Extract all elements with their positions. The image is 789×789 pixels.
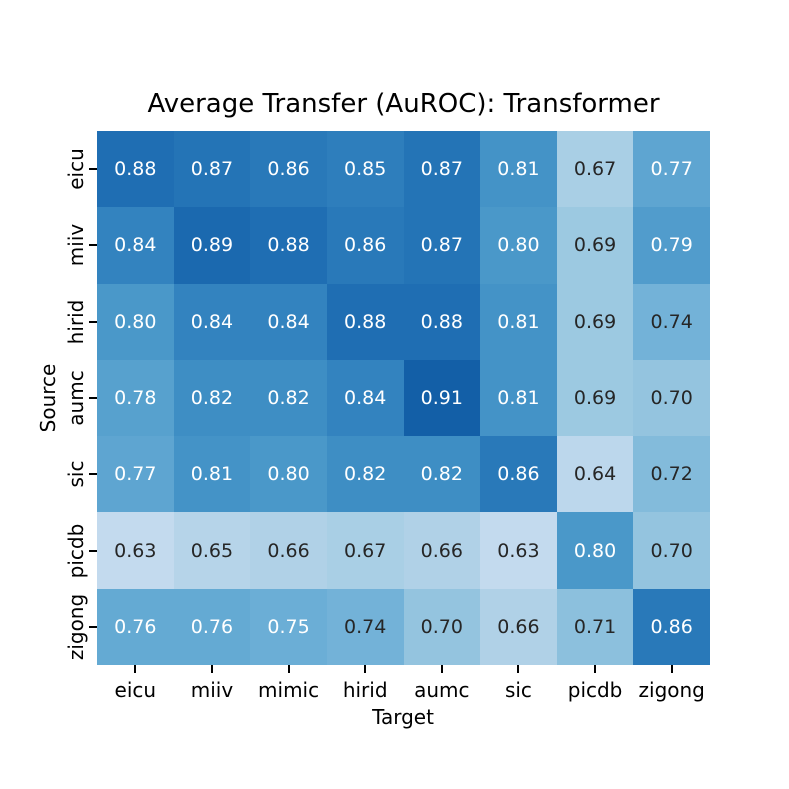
x-axis-label: Target [372,705,434,729]
y-tick-label-hirid: hirid [64,299,88,345]
heatmap-cell-picdb-mimic: 0.66 [250,512,327,589]
heatmap-cell-picdb-picdb: 0.80 [556,512,634,589]
heatmap-cell-aumc-mimic: 0.82 [250,359,327,437]
heatmap-cell-miiv-mimic: 0.88 [250,207,327,284]
heatmap-cell-zigong-aumc: 0.70 [403,588,481,665]
heatmap-cell-eicu-miiv: 0.87 [173,131,251,208]
chart-title: Average Transfer (AuROC): Transformer [147,89,660,119]
y-tick-mark [89,168,97,171]
heatmap-cell-sic-hirid: 0.82 [326,436,404,513]
y-tick-label-miiv: miiv [64,224,88,267]
heatmap-cell-miiv-aumc: 0.87 [403,207,481,284]
heatmap-cell-zigong-sic: 0.66 [480,588,557,665]
x-tick-mark [210,665,213,673]
heatmap-cell-sic-picdb: 0.64 [556,436,634,513]
heatmap-cell-aumc-sic: 0.81 [480,359,557,437]
x-tick-label-mimic: mimic [258,678,320,702]
x-tick-mark [440,665,443,673]
heatmap-cell-miiv-hirid: 0.86 [326,207,404,284]
y-tick-label-eicu: eicu [64,148,88,190]
x-tick-mark [287,665,290,673]
y-tick-mark [89,397,97,399]
x-tick-mark [517,665,520,673]
heatmap-cell-eicu-sic: 0.81 [480,131,557,208]
heatmap-cell-hirid-eicu: 0.80 [97,283,174,360]
y-tick-label-sic: sic [64,460,88,488]
heatmap-cell-miiv-sic: 0.80 [480,207,557,284]
heatmap-cell-zigong-zigong: 0.86 [633,588,710,665]
heatmap-cell-aumc-picdb: 0.69 [556,359,634,437]
y-tick-mark [89,549,97,552]
heatmap-cell-sic-sic: 0.86 [480,436,557,513]
heatmap-cell-eicu-picdb: 0.67 [556,131,634,208]
heatmap-cell-aumc-eicu: 0.78 [97,359,174,437]
heatmap-cell-zigong-hirid: 0.74 [326,588,404,665]
heatmap-cell-hirid-aumc: 0.88 [403,283,481,360]
heatmap-cell-eicu-mimic: 0.86 [250,131,327,208]
heatmap-cell-hirid-zigong: 0.74 [633,283,710,360]
heatmap-cell-zigong-picdb: 0.71 [556,588,634,665]
x-tick-mark [134,665,137,673]
y-tick-label-zigong: zigong [64,593,88,661]
heatmap-cell-hirid-picdb: 0.69 [556,283,634,360]
heatmap-cell-picdb-sic: 0.63 [480,512,557,589]
heatmap-cell-zigong-miiv: 0.76 [173,588,251,665]
heatmap-cell-zigong-eicu: 0.76 [97,588,174,665]
heatmap-cell-eicu-zigong: 0.77 [633,131,710,208]
heatmap-cell-hirid-miiv: 0.84 [173,283,251,360]
x-tick-label-zigong: zigong [638,678,705,702]
heatmap-cell-miiv-zigong: 0.79 [633,207,710,284]
x-tick-label-miiv: miiv [190,678,234,702]
heatmap-cell-miiv-picdb: 0.69 [556,207,634,284]
y-axis-label: Source [36,363,60,433]
heatmap-cell-sic-mimic: 0.80 [250,436,327,513]
heatmap-cell-miiv-eicu: 0.84 [97,207,174,284]
heatmap-cell-sic-aumc: 0.82 [403,436,481,513]
x-tick-label-sic: sic [504,678,532,702]
heatmap-cell-aumc-hirid: 0.84 [326,359,404,437]
x-tick-label-hirid: hirid [342,678,388,702]
y-tick-label-aumc: aumc [64,370,88,426]
heatmap-cell-sic-eicu: 0.77 [97,436,174,513]
heatmap-cell-eicu-aumc: 0.87 [403,131,481,208]
heatmap-cell-picdb-aumc: 0.66 [403,512,481,589]
heatmap-cell-sic-miiv: 0.81 [173,436,251,513]
y-tick-mark [89,473,97,476]
heatmap-cell-miiv-miiv: 0.89 [173,207,251,284]
heatmap-cell-aumc-aumc: 0.91 [403,359,481,437]
y-tick-mark [89,244,97,247]
heatmap-cell-eicu-eicu: 0.88 [97,131,174,208]
x-tick-mark [594,665,597,673]
heatmap-cell-picdb-hirid: 0.67 [326,512,404,589]
heatmap-cell-picdb-eicu: 0.63 [97,512,174,589]
heatmap-cell-aumc-zigong: 0.70 [633,359,710,437]
heatmap-grid: 0.88 0.87 0.86 0.85 0.87 0.81 0.67 0.77 0.84 0.89… [97,131,710,665]
heatmap-cell-hirid-mimic: 0.84 [250,283,327,360]
x-tick-label-aumc: aumc [414,678,470,702]
y-tick-mark [89,625,97,628]
heatmap-cell-picdb-miiv: 0.65 [173,512,251,589]
heatmap-cell-hirid-sic: 0.81 [480,283,557,360]
y-tick-label-picdb: picdb [64,523,88,578]
x-tick-label-eicu: eicu [114,678,157,702]
heatmap-cell-picdb-zigong: 0.70 [633,512,710,589]
y-tick-mark [89,320,97,323]
heatmap-cell-zigong-mimic: 0.75 [250,588,327,665]
heatmap-cell-eicu-hirid: 0.85 [326,131,404,208]
heatmap-cell-hirid-hirid: 0.88 [326,283,404,360]
x-tick-label-picdb: picdb [567,678,623,702]
x-tick-mark [364,665,367,673]
heatmap-cell-sic-zigong: 0.72 [633,436,710,513]
heatmap-cell-aumc-miiv: 0.82 [173,359,251,437]
x-tick-mark [670,665,673,673]
